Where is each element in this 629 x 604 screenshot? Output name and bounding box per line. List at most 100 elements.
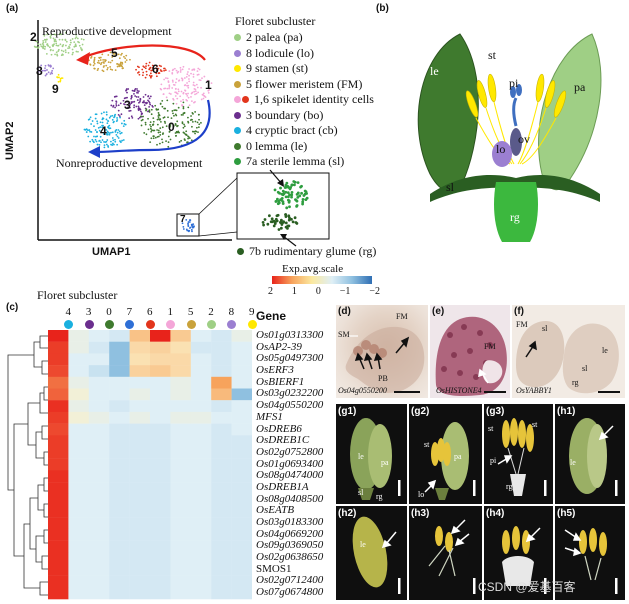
- heatmap-cell: [109, 482, 130, 494]
- umap-point: [58, 38, 61, 41]
- umap-point: [195, 83, 198, 86]
- heatmap-cell: [68, 575, 89, 588]
- umap-point: [125, 54, 128, 57]
- heatmap-cell: [211, 552, 232, 565]
- umap-point: [155, 75, 158, 78]
- umap-point: [138, 101, 140, 104]
- umap-point: [151, 64, 154, 67]
- umap-point: [121, 52, 123, 55]
- umap-point: [106, 133, 108, 136]
- umap-point: [105, 129, 108, 131]
- umap-point: [145, 73, 148, 76]
- umap-point: [59, 43, 62, 46]
- heatmap-cell: [129, 528, 151, 541]
- umap-point: [194, 90, 197, 93]
- zoom-point: [293, 216, 297, 220]
- umap-point: [164, 107, 167, 110]
- umap-point: [112, 139, 115, 142]
- zoom-point: [287, 218, 291, 222]
- heatmap-cell: [150, 482, 171, 494]
- umap-point: [74, 37, 77, 40]
- umap-point: [182, 113, 184, 116]
- heatmap-cell: [129, 376, 151, 389]
- gene-label: Os08g0474000: [256, 469, 324, 482]
- umap-point: [155, 72, 158, 75]
- umap-point: [111, 137, 114, 139]
- umap-point: [103, 141, 105, 143]
- heatmap-cell: [88, 341, 110, 354]
- f-sl-label-2: sl: [582, 364, 588, 373]
- umap-point: [117, 137, 120, 139]
- expression-heatmap: [48, 330, 252, 600]
- umap-point: [114, 69, 117, 72]
- umap-point: [156, 118, 159, 121]
- legend-text: 4 cryptic bract (cb): [246, 123, 338, 138]
- umap-point: [94, 129, 97, 131]
- umap-point: [191, 125, 193, 128]
- umap-point: [150, 113, 153, 116]
- gene-label: Os03g0232200: [256, 387, 324, 400]
- umap-point: [105, 118, 108, 121]
- heatmap-cell: [48, 552, 69, 565]
- heatmap-cell: [129, 564, 151, 576]
- umap-point: [137, 90, 140, 93]
- umap-point: [150, 108, 153, 111]
- zoom-point: [288, 216, 291, 220]
- umap-point: [193, 90, 196, 93]
- umap-point: [142, 115, 144, 118]
- umap-point: [96, 135, 99, 138]
- umap-point: [152, 135, 155, 138]
- heatmap-cell: [109, 575, 130, 588]
- umap-point: [192, 75, 195, 78]
- heatmap-cell: [190, 564, 212, 576]
- umap-point: [187, 86, 190, 89]
- heatmap-cell: [150, 493, 171, 506]
- reproductive-label: Reproductive development: [42, 24, 172, 38]
- umap-point: [149, 121, 152, 124]
- umap-point: [166, 77, 169, 80]
- umap-point: [75, 36, 78, 39]
- umap-point: [163, 78, 166, 81]
- g1-sl: sl: [358, 488, 364, 497]
- umap-point: [106, 130, 109, 133]
- umap-point: [187, 106, 190, 109]
- umap-point: [188, 74, 190, 77]
- umap-point: [37, 43, 40, 46]
- heatmap-cell: [170, 575, 191, 588]
- umap-point: [130, 97, 133, 100]
- umap-point: [197, 126, 200, 129]
- umap-point: [99, 121, 102, 124]
- legend-dot: [234, 77, 246, 92]
- heatmap-cell: [190, 528, 212, 541]
- f-gene-label: OsYABBY1: [516, 386, 552, 395]
- umap-point: [148, 74, 151, 77]
- umap-point: [201, 77, 203, 80]
- umap-point: [107, 146, 110, 148]
- heatmap-cell: [150, 540, 171, 553]
- umap-point: [141, 68, 144, 71]
- umap-point: [187, 92, 189, 95]
- umap-point: [183, 125, 186, 128]
- heatmap-cell: [109, 411, 130, 424]
- umap-point: [109, 66, 112, 68]
- umap-point: [90, 57, 92, 59]
- umap-point: [42, 45, 45, 48]
- heatmap-cell: [88, 575, 110, 588]
- heatmap-cell: [48, 470, 69, 483]
- umap-point: [107, 131, 110, 134]
- heatmap-cell: [129, 341, 151, 354]
- umap-point: [64, 44, 67, 47]
- zoom-point: [290, 217, 293, 221]
- heatmap-cell: [211, 517, 232, 530]
- umap-point: [186, 141, 189, 143]
- umap-point: [64, 31, 67, 34]
- heatmap-cell: [190, 400, 212, 413]
- umap-point: [60, 49, 63, 52]
- umap-point: [194, 111, 197, 113]
- umap-point: [111, 56, 114, 58]
- umap-point: [59, 79, 62, 82]
- umap-point: [64, 49, 67, 51]
- panel-f-label: (f): [514, 306, 524, 317]
- heatmap-cell: [48, 330, 69, 342]
